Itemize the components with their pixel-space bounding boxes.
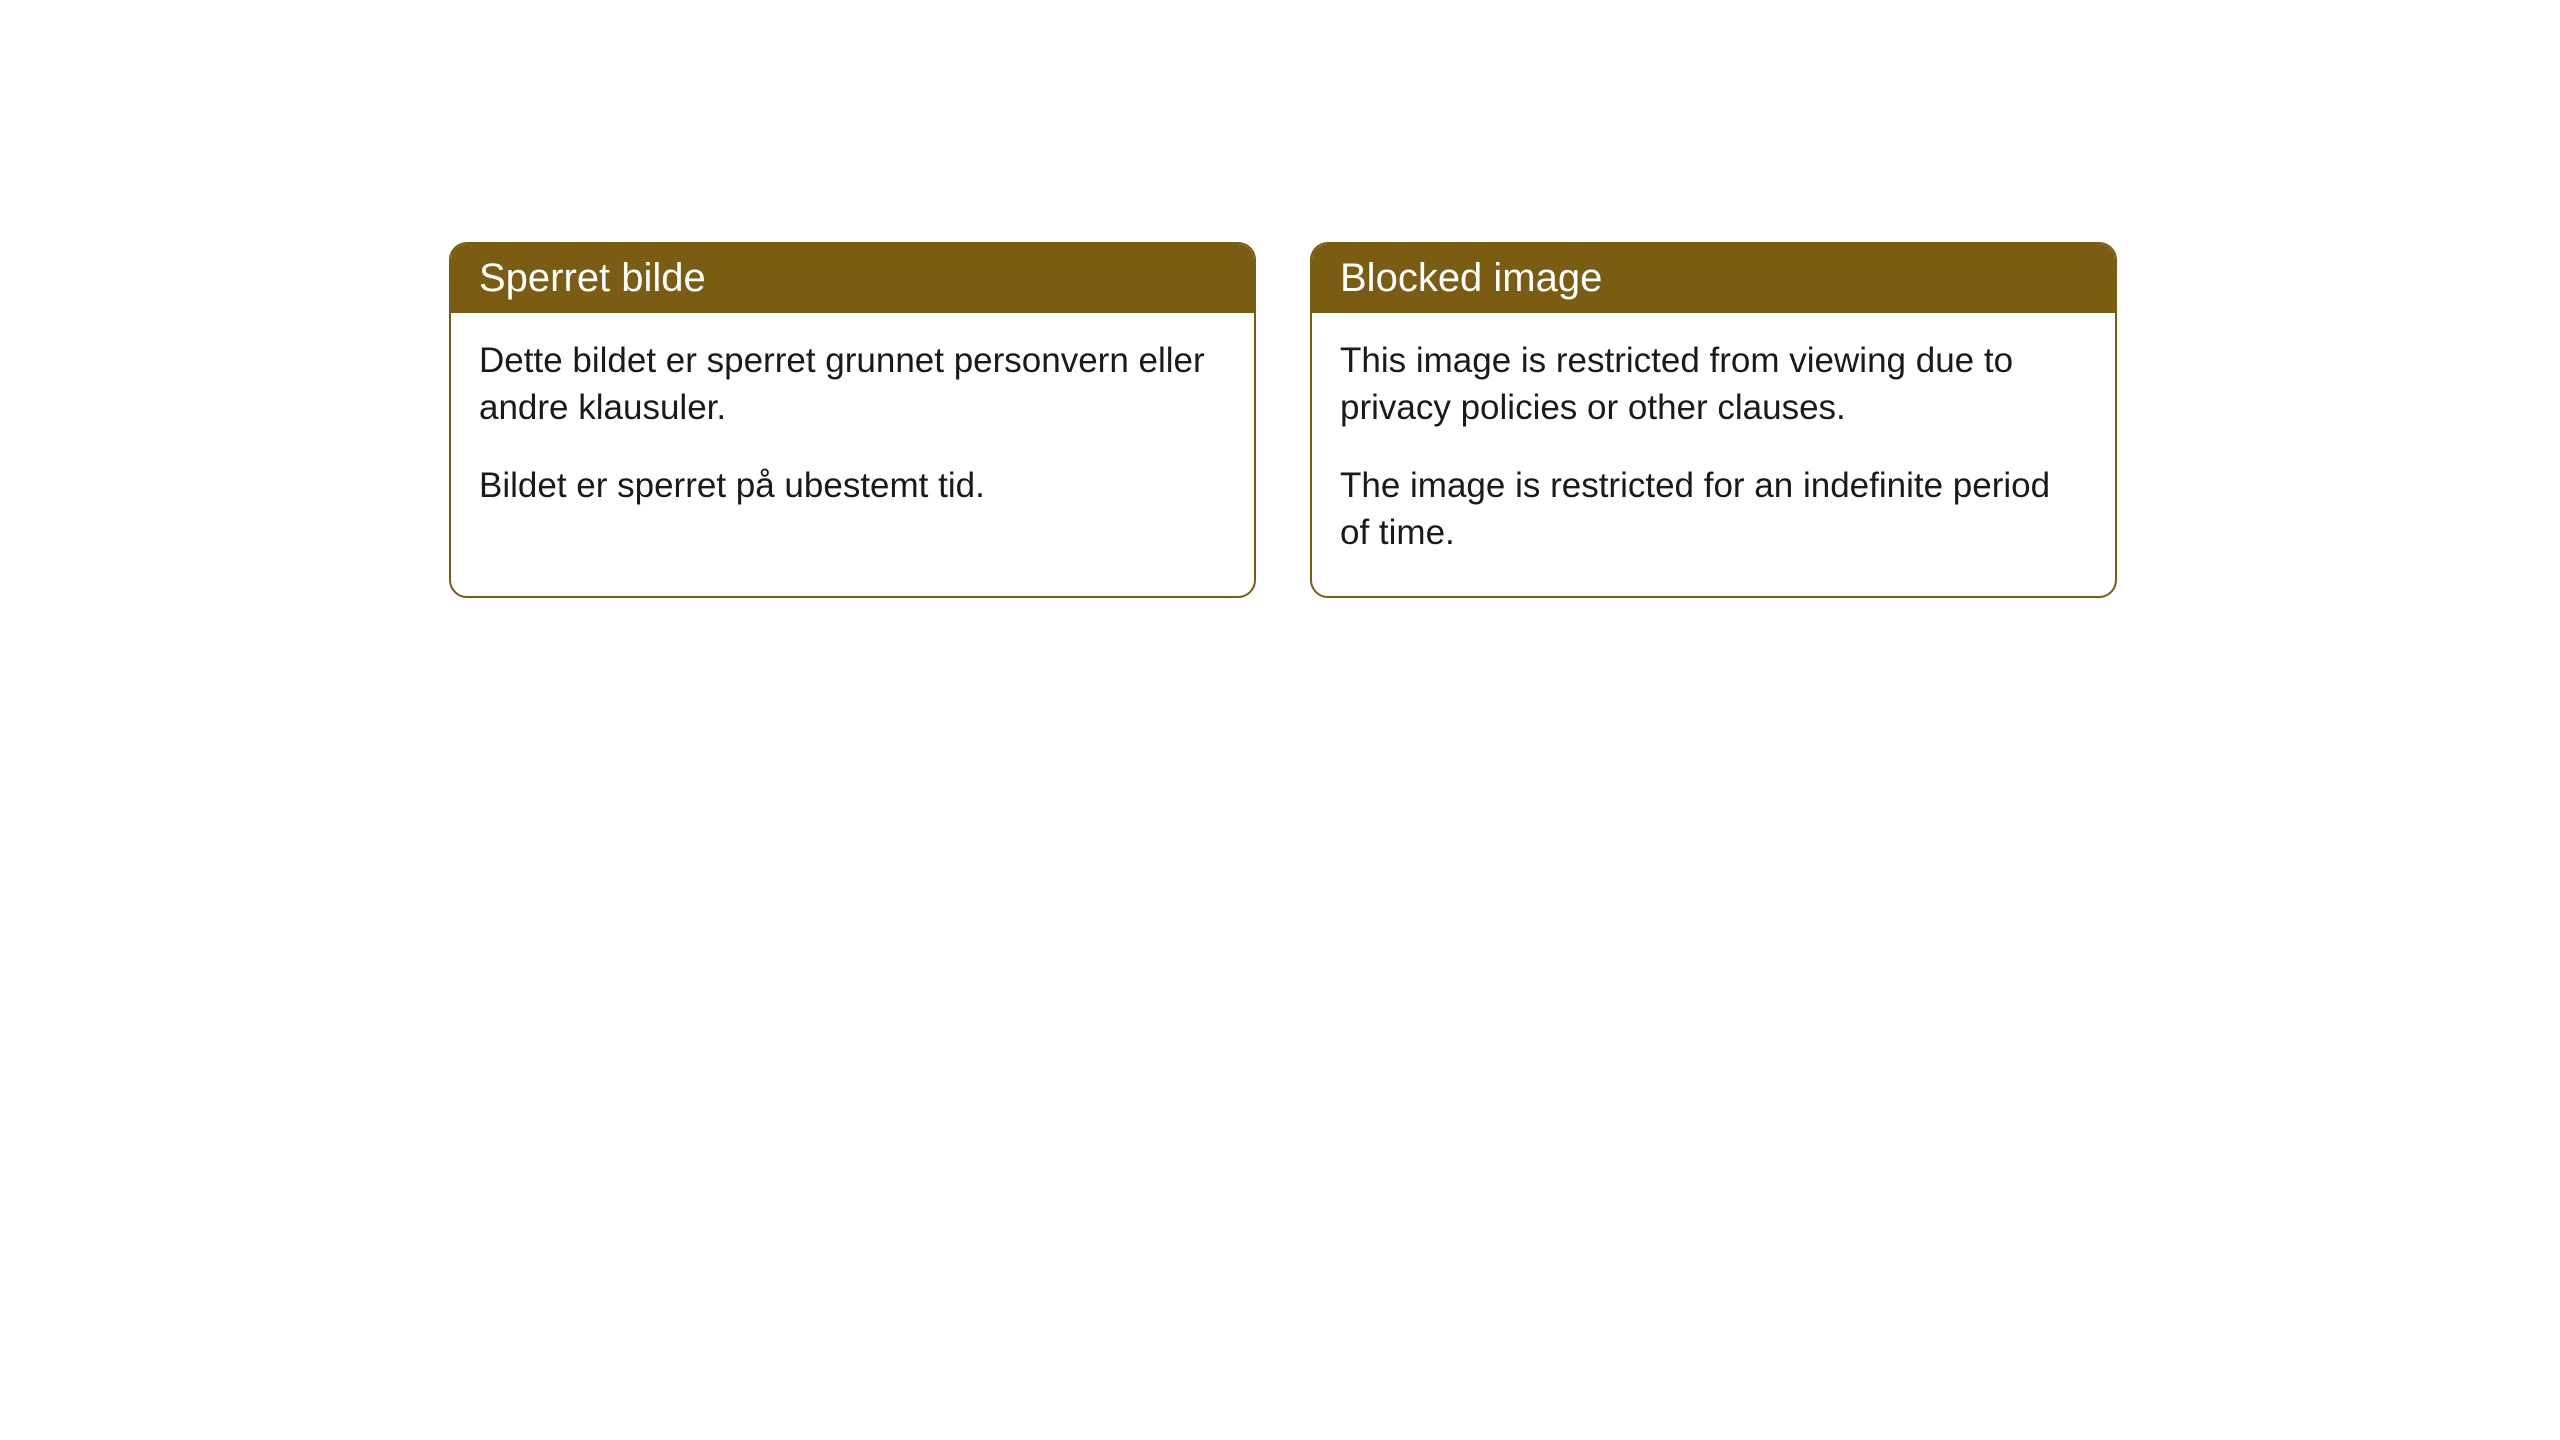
card-body: Dette bildet er sperret grunnet personve… [451, 313, 1254, 549]
card-header: Blocked image [1312, 244, 2115, 313]
card-paragraph: This image is restricted from viewing du… [1340, 337, 2087, 432]
card-paragraph: The image is restricted for an indefinit… [1340, 462, 2087, 557]
notice-card-english: Blocked image This image is restricted f… [1310, 242, 2117, 598]
card-header: Sperret bilde [451, 244, 1254, 313]
card-paragraph: Dette bildet er sperret grunnet personve… [479, 337, 1226, 432]
card-title: Sperret bilde [479, 256, 706, 300]
card-body: This image is restricted from viewing du… [1312, 313, 2115, 596]
card-title: Blocked image [1340, 256, 1602, 300]
card-paragraph: Bildet er sperret på ubestemt tid. [479, 462, 1226, 509]
notice-card-norwegian: Sperret bilde Dette bildet er sperret gr… [449, 242, 1256, 598]
notice-cards-container: Sperret bilde Dette bildet er sperret gr… [449, 242, 2117, 598]
